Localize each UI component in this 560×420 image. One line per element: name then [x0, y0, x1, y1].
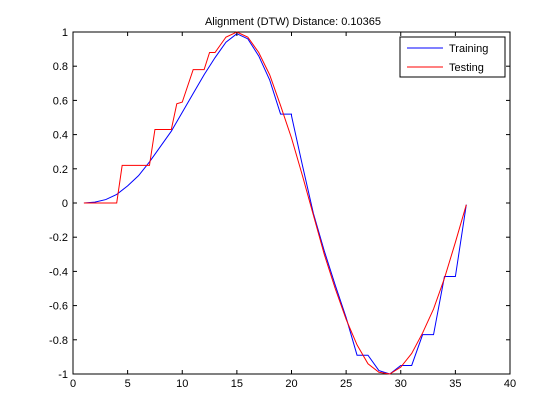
x-tick-label: 0	[70, 378, 76, 390]
series-line-training	[83, 33, 467, 375]
y-tick-label: -0.8	[49, 335, 68, 347]
series-line-testing	[83, 31, 467, 375]
y-tick-label: -1	[58, 369, 68, 381]
x-tick-label: 35	[449, 378, 461, 390]
plot-area	[72, 31, 511, 375]
y-tick-label: 0.8	[53, 61, 68, 73]
x-tick-label: 5	[125, 378, 131, 390]
x-tick-label: 30	[395, 378, 407, 390]
y-tick-label: -0.4	[49, 266, 68, 278]
legend-box	[399, 36, 506, 78]
x-tick-label: 20	[285, 378, 297, 390]
y-tick-label: 1	[62, 27, 68, 39]
series-layer	[83, 31, 467, 375]
x-tick-label: 10	[176, 378, 188, 390]
x-tick-label: 40	[504, 378, 516, 390]
y-tick-label: -0.2	[49, 232, 68, 244]
x-tick-label: 25	[340, 378, 352, 390]
legend: Training Testing	[399, 36, 506, 78]
legend-label-training: Training	[449, 43, 488, 55]
y-tick-label: 0.2	[53, 164, 68, 176]
y-tick-label: 0.4	[53, 130, 68, 142]
x-tick-label: 15	[231, 378, 243, 390]
legend-label-testing: Testing	[449, 62, 484, 74]
y-tick-label: 0	[62, 198, 68, 210]
axes-layer: 0 5 10 15 20 25 30 35 40 -1 -0.8 -0.6 -0.4 -0.2 0 0.2 0.…	[49, 27, 516, 390]
y-tick-label: 0.6	[53, 95, 68, 107]
y-tick-label: -0.6	[49, 301, 68, 313]
chart-title: Alignment (DTW) Distance: 0.10365	[205, 16, 381, 28]
